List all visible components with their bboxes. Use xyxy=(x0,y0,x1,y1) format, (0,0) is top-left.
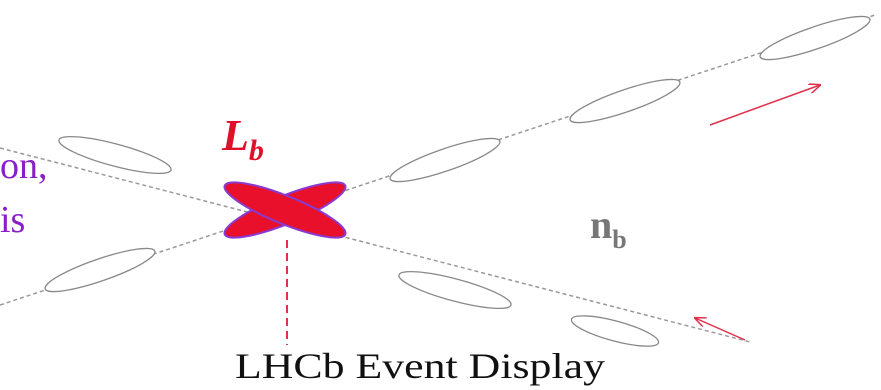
neutrino-label: nb xyxy=(590,202,627,254)
diagram: on, is Lb nb LHCb Event Display xyxy=(0,0,881,390)
arrow xyxy=(695,318,745,340)
arrow xyxy=(710,85,820,125)
lambda-symbol: L xyxy=(221,111,249,160)
caption: LHCb Event Display xyxy=(235,346,605,386)
detector-ellipses xyxy=(42,9,874,353)
left-text: on, xyxy=(0,145,48,187)
left-text: is xyxy=(0,199,25,241)
lambda-subscript: b xyxy=(249,134,264,167)
neutrino-symbol: n xyxy=(590,202,612,247)
neutrino-subscript: b xyxy=(612,225,626,254)
lambda-label: Lb xyxy=(221,111,264,167)
